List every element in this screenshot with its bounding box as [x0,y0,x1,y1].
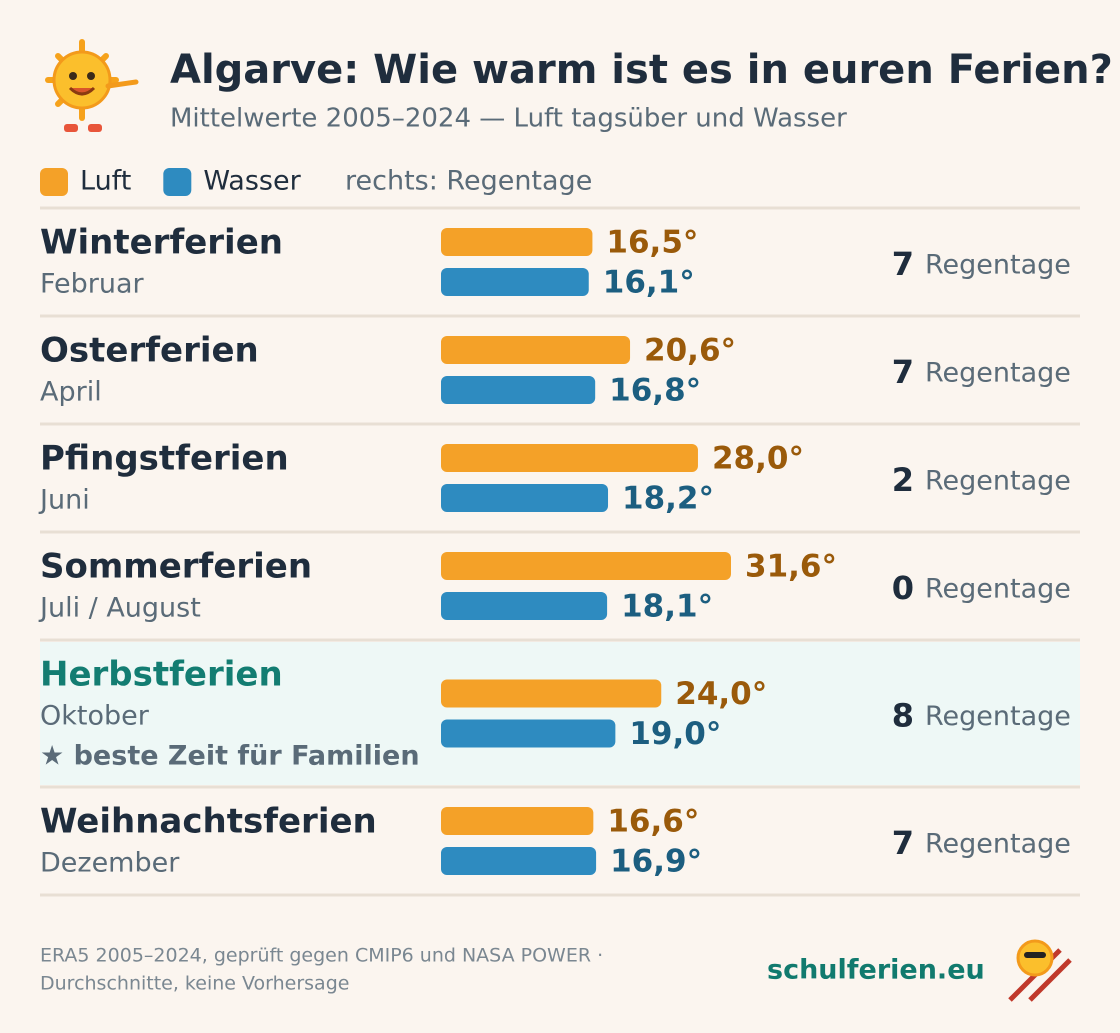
value-label: 16,1° [603,265,695,301]
rain-days: 7 [892,353,914,391]
category-subtitle: Oktober [40,701,150,732]
category-note: ★ beste Zeit für Familien [40,741,420,772]
category-subtitle: Juni [38,485,90,516]
separator [40,638,1080,642]
rain-days-label: Regentage [925,574,1071,605]
value-label: 18,1° [621,589,713,625]
rain-days: 8 [892,697,914,735]
legend-label: Luft [80,166,131,197]
value-label: 18,2° [622,481,714,517]
rain-days-label: Regentage [925,358,1071,389]
sun-chair-icon [1008,939,1072,1002]
bar [441,228,593,256]
bar [441,336,631,364]
bar [441,268,589,296]
value-label: 16,5° [606,225,698,261]
category-name: Herbstferien [40,655,283,695]
subtitle: Mittelwerte 2005–2024 — Luft tagsüber un… [170,104,847,134]
bar [441,444,698,472]
category-subtitle: Juli / August [38,593,201,624]
bar [441,807,594,835]
separator [40,422,1080,426]
rain-days-label: Regentage [925,466,1071,497]
rain-days-label: Regentage [925,701,1071,732]
bar [441,552,731,580]
separator [40,893,1080,897]
bar [441,484,609,512]
sun-mascot [45,39,139,132]
bar [441,679,662,708]
rain-days: 7 [892,824,914,862]
legend-note: rechts: Regentage [345,166,592,197]
category-name: Pfingstferien [40,439,289,479]
separator [40,206,1080,210]
value-label: 19,0° [629,716,721,752]
bar [441,847,597,875]
separator [40,530,1080,534]
value-label: 20,6° [644,333,736,369]
highlight-bg [40,642,1080,785]
value-label: 16,8° [609,373,701,409]
footer-source: ERA5 2005–2024, geprüft gegen CMIP6 und … [40,945,603,967]
separator [40,314,1080,318]
category-subtitle: April [40,377,102,408]
rain-days: 7 [892,245,914,283]
category-subtitle: Dezember [40,848,180,879]
value-label: 24,0° [675,676,767,712]
category-name: Osterferien [40,331,259,371]
rain-days-label: Regentage [925,829,1071,860]
rain-days-label: Regentage [925,250,1071,281]
footer-source: Durchschnitte, keine Vorhersage [40,973,349,995]
value-label: 28,0° [712,441,804,477]
category-subtitle: Februar [40,269,145,300]
legend-swatch [40,168,68,196]
category-name: Sommerferien [40,547,312,587]
rain-days: 0 [892,569,914,607]
value-label: 31,6° [745,549,837,585]
title: Algarve: Wie warm ist es in euren Ferien… [170,47,1113,93]
category-name: Weihnachtsferien [40,802,377,842]
separator [40,785,1080,789]
bar [441,376,596,404]
rain-days: 2 [892,461,914,499]
legend-label: Wasser [203,166,301,197]
legend-swatch [163,168,192,196]
value-label: 16,6° [607,804,699,840]
bar [441,592,608,620]
brand: schulferien.eu [767,955,985,986]
rows: Winterferien Februar 16,5° 16,1° 7 Regentage O… [38,206,1080,897]
category-name: Winterferien [40,223,283,263]
bar [441,719,616,748]
value-label: 16,9° [610,844,702,880]
